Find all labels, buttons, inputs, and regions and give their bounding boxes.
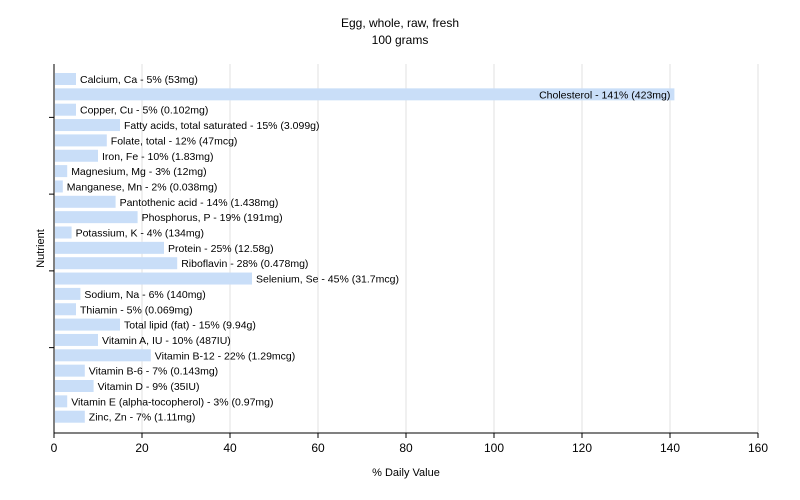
bar-label-19: Vitamin B-6 - 7% (0.143mg) <box>89 366 218 378</box>
bar-18 <box>55 349 151 362</box>
bar-label-11: Protein - 25% (12.58g) <box>168 243 274 255</box>
bar-label-15: Thiamin - 5% (0.069mg) <box>80 304 193 316</box>
bar-7 <box>55 180 63 193</box>
bar-label-12: Riboflavin - 28% (0.478mg) <box>181 258 308 270</box>
bar-label-3: Fatty acids, total saturated - 15% (3.09… <box>124 120 320 132</box>
bar-22 <box>55 410 85 423</box>
bar-13 <box>55 272 252 285</box>
bar-16 <box>55 318 120 331</box>
bar-label-4: Folate, total - 12% (47mcg) <box>111 135 238 147</box>
bar-9 <box>55 211 138 224</box>
bar-label-16: Total lipid (fat) - 15% (9.94g) <box>124 320 256 332</box>
bar-8 <box>55 195 116 208</box>
bar-label-22: Zinc, Zn - 7% (1.11mg) <box>89 412 196 424</box>
bar-11 <box>55 241 164 254</box>
bar-4 <box>55 134 107 147</box>
bar-15 <box>55 303 76 316</box>
bar-20 <box>55 380 94 392</box>
bar-label-18: Vitamin B-12 - 22% (1.29mcg) <box>155 350 295 362</box>
x-tick-label-8: 160 <box>748 441 768 455</box>
x-tick-label-6: 120 <box>572 441 592 455</box>
bar-label-20: Vitamin D - 9% (35IU) <box>98 381 200 393</box>
y-axis-label: Nutrient <box>35 229 47 268</box>
bar-3 <box>55 119 120 132</box>
bar-label-10: Potassium, K - 4% (134mg) <box>76 228 204 240</box>
bar-12 <box>55 257 178 270</box>
bar-label-8: Pantothenic acid - 14% (1.438mg) <box>120 197 279 209</box>
x-tick-label-3: 60 <box>311 441 325 455</box>
bar-label-9: Phosphorus, P - 19% (191mg) <box>142 212 283 224</box>
x-tick-label-5: 100 <box>484 441 504 455</box>
bar-1 <box>55 88 675 101</box>
bar-label-7: Manganese, Mn - 2% (0.038mg) <box>67 181 218 193</box>
bar-6 <box>55 165 68 178</box>
x-axis-label: % Daily Value <box>372 467 440 479</box>
x-tick-label-2: 40 <box>223 441 237 455</box>
bar-label-21: Vitamin E (alpha-tocopherol) - 3% (0.97m… <box>71 396 273 408</box>
chart-subtitle: 100 grams <box>371 33 429 47</box>
bar-5 <box>55 149 98 162</box>
bar-19 <box>55 364 85 377</box>
bar-label-0: Calcium, Ca - 5% (53mg) <box>80 74 198 86</box>
bar-0 <box>55 73 76 85</box>
bar-label-6: Magnesium, Mg - 3% (12mg) <box>71 166 206 178</box>
bar-2 <box>55 103 76 116</box>
bar-label-14: Sodium, Na - 6% (140mg) <box>84 289 205 301</box>
chart-title: Egg, whole, raw, fresh <box>340 16 460 30</box>
bar-17 <box>55 333 98 346</box>
bar-label-5: Iron, Fe - 10% (1.83mg) <box>102 151 213 163</box>
bar-10 <box>55 226 72 239</box>
bar-label-1: Cholesterol - 141% (423mg) <box>539 89 670 101</box>
bar-label-13: Selenium, Se - 45% (31.7mcg) <box>256 274 399 286</box>
bar-label-2: Copper, Cu - 5% (0.102mg) <box>80 105 208 117</box>
x-tick-label-7: 140 <box>660 441 680 455</box>
bar-21 <box>55 395 68 408</box>
x-tick-label-0: 0 <box>51 441 58 455</box>
x-tick-label-1: 20 <box>135 441 149 455</box>
bar-label-17: Vitamin A, IU - 10% (487IU) <box>102 335 231 347</box>
bar-14 <box>55 287 81 300</box>
x-tick-label-4: 80 <box>399 441 413 455</box>
